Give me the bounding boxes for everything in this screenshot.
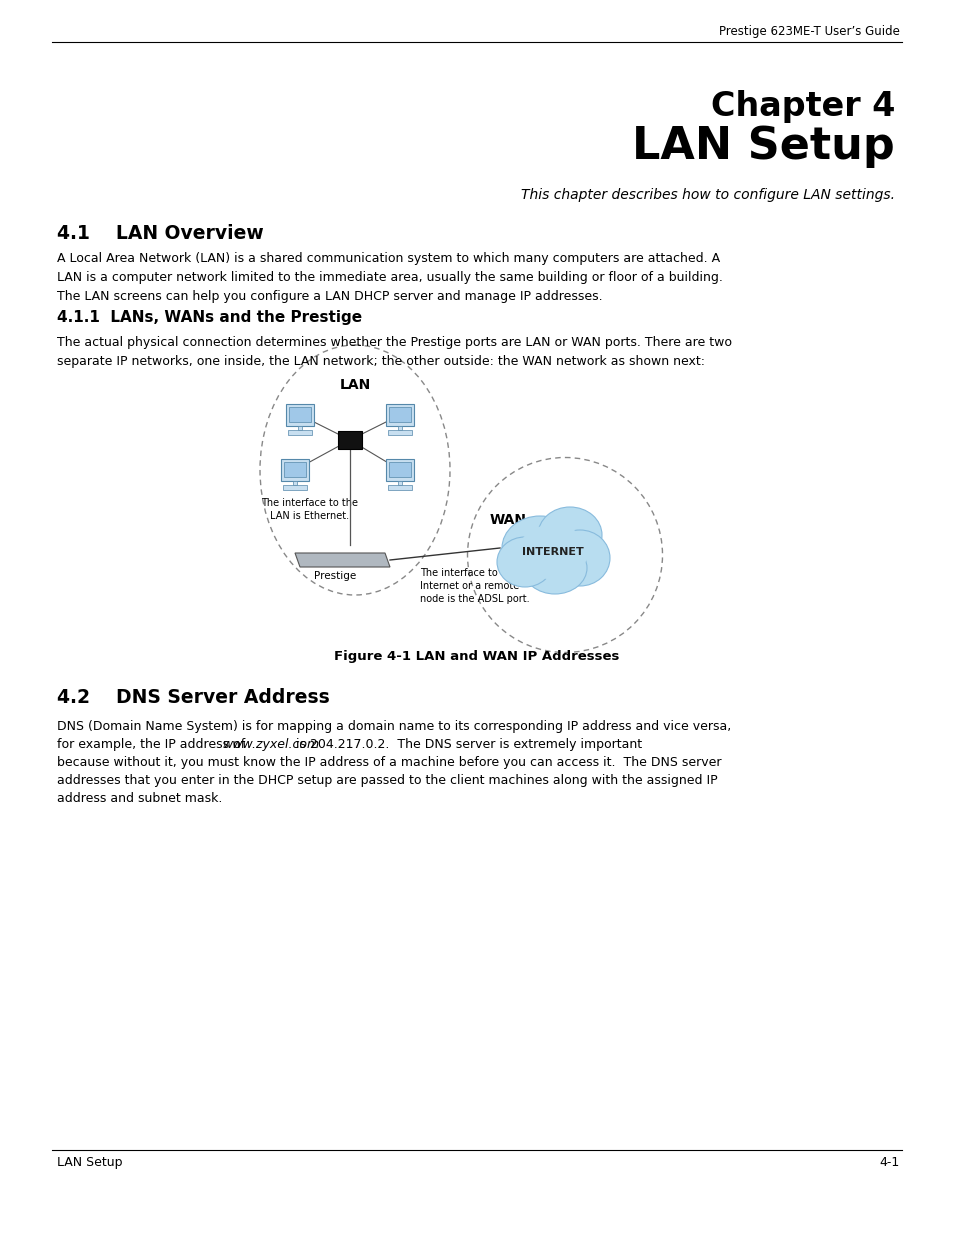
Text: The interface to the
Internet or a remote
node is the ADSL port.: The interface to the Internet or a remot… <box>419 568 529 604</box>
Text: Figure 4-1 LAN and WAN IP Addresses: Figure 4-1 LAN and WAN IP Addresses <box>334 650 619 663</box>
Text: Prestige: Prestige <box>314 571 355 580</box>
Text: LAN: LAN <box>339 378 370 391</box>
FancyBboxPatch shape <box>289 408 311 422</box>
Polygon shape <box>294 553 390 567</box>
Text: Prestige 623ME-T User’s Guide: Prestige 623ME-T User’s Guide <box>719 25 899 38</box>
Text: is 204.217.0.2.  The DNS server is extremely important: is 204.217.0.2. The DNS server is extrem… <box>292 739 642 751</box>
Ellipse shape <box>517 525 587 579</box>
Ellipse shape <box>537 508 601 563</box>
Bar <box>297 426 302 430</box>
Text: 4-1: 4-1 <box>879 1156 899 1170</box>
Ellipse shape <box>550 530 609 585</box>
Text: LAN Setup: LAN Setup <box>57 1156 122 1170</box>
Bar <box>288 430 312 435</box>
Text: INTERNET: INTERNET <box>521 547 583 557</box>
Bar <box>397 426 401 430</box>
Ellipse shape <box>497 537 553 587</box>
Text: 4.1.1  LANs, WANs and the Prestige: 4.1.1 LANs, WANs and the Prestige <box>57 310 362 325</box>
Bar <box>388 485 412 490</box>
FancyBboxPatch shape <box>284 462 306 477</box>
FancyBboxPatch shape <box>281 459 309 480</box>
Bar <box>397 480 401 485</box>
FancyBboxPatch shape <box>386 404 414 426</box>
Text: WAN: WAN <box>490 513 526 527</box>
Bar <box>283 485 307 490</box>
Text: LAN Setup: LAN Setup <box>632 125 894 168</box>
Text: address and subnet mask.: address and subnet mask. <box>57 792 222 805</box>
Text: This chapter describes how to configure LAN settings.: This chapter describes how to configure … <box>520 188 894 203</box>
Text: www.zyxel.com: www.zyxel.com <box>223 739 319 751</box>
Bar <box>388 430 412 435</box>
FancyBboxPatch shape <box>389 462 411 477</box>
FancyBboxPatch shape <box>389 408 411 422</box>
Text: Chapter 4: Chapter 4 <box>710 90 894 124</box>
Text: because without it, you must know the IP address of a machine before you can acc: because without it, you must know the IP… <box>57 756 720 769</box>
FancyBboxPatch shape <box>386 459 414 480</box>
Text: for example, the IP address of: for example, the IP address of <box>57 739 249 751</box>
Bar <box>337 431 361 450</box>
Ellipse shape <box>501 516 578 580</box>
Text: 4.1    LAN Overview: 4.1 LAN Overview <box>57 224 263 243</box>
Bar <box>293 480 296 485</box>
Text: The actual physical connection determines whether the Prestige ports are LAN or : The actual physical connection determine… <box>57 336 731 368</box>
Text: DNS (Domain Name System) is for mapping a domain name to its corresponding IP ad: DNS (Domain Name System) is for mapping … <box>57 720 731 734</box>
Text: addresses that you enter in the DHCP setup are passed to the client machines alo: addresses that you enter in the DHCP set… <box>57 774 717 787</box>
Text: A Local Area Network (LAN) is a shared communication system to which many comput: A Local Area Network (LAN) is a shared c… <box>57 252 722 303</box>
Text: 4.2    DNS Server Address: 4.2 DNS Server Address <box>57 688 330 706</box>
FancyBboxPatch shape <box>286 404 314 426</box>
Ellipse shape <box>522 542 586 594</box>
Text: The interface to the
LAN is Ethernet.: The interface to the LAN is Ethernet. <box>261 498 358 521</box>
